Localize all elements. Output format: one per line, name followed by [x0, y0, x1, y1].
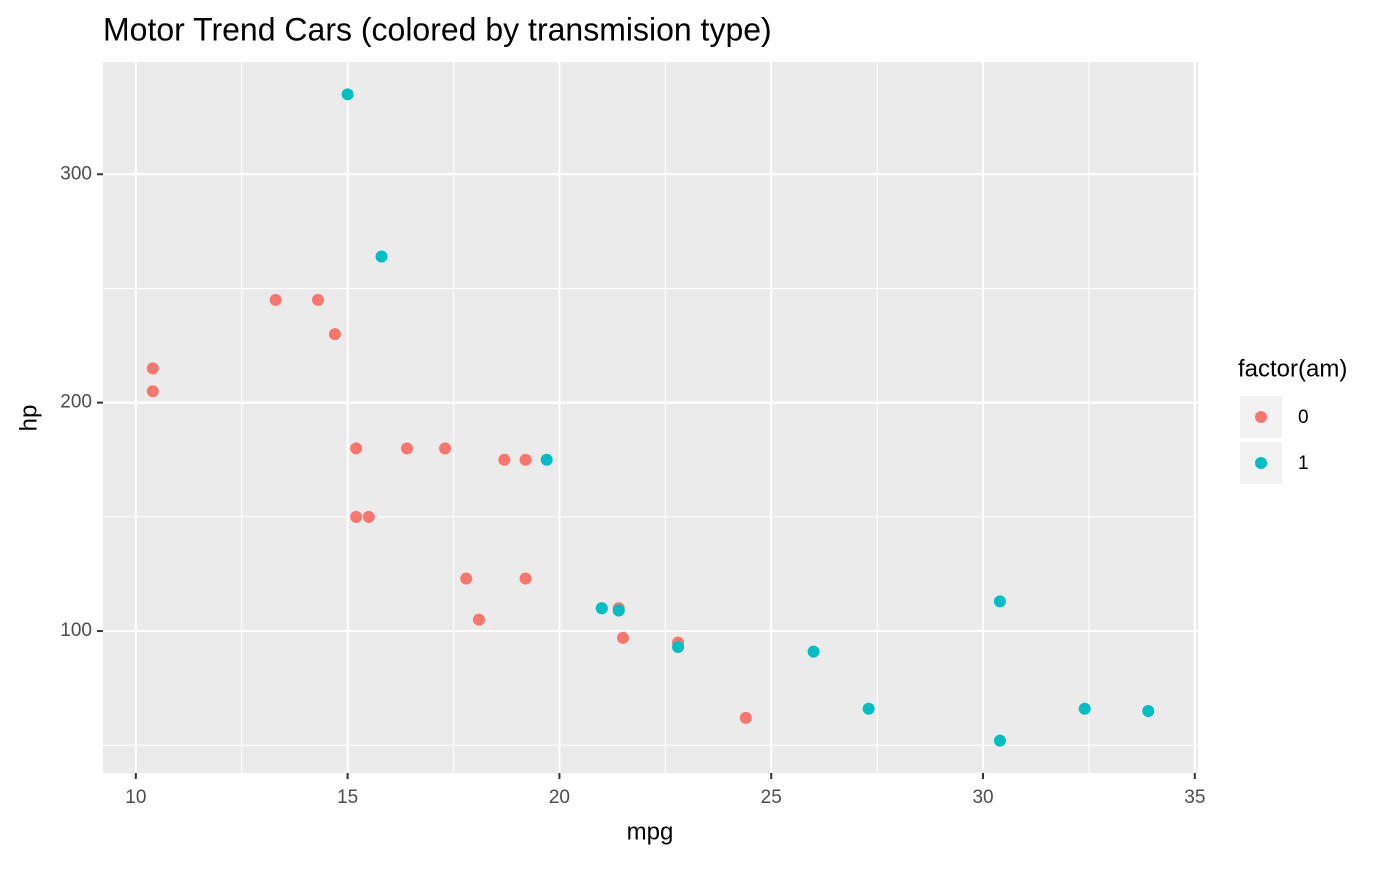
point: [472, 613, 485, 626]
legend-label: 0: [1298, 407, 1309, 428]
legend-label: 1: [1298, 453, 1309, 474]
y-axis-title: hp: [15, 405, 42, 432]
y-tick-label: 200: [60, 392, 92, 413]
point: [807, 645, 820, 658]
x-axis-title: mpg: [627, 818, 674, 845]
point: [862, 702, 875, 715]
point: [400, 442, 413, 455]
point: [341, 88, 354, 101]
point: [612, 604, 625, 617]
point: [350, 510, 363, 523]
point: [993, 595, 1006, 608]
point: [519, 453, 532, 466]
point: [328, 328, 341, 341]
point: [739, 711, 752, 724]
x-tick-label: 15: [337, 787, 358, 808]
point: [350, 442, 363, 455]
x-tick-label: 30: [972, 787, 993, 808]
legend-title: factor(am): [1238, 355, 1347, 382]
point: [672, 641, 685, 654]
point: [460, 572, 473, 585]
point: [595, 602, 608, 615]
point: [498, 453, 511, 466]
point: [1142, 704, 1155, 717]
x-tick-label: 25: [761, 787, 782, 808]
point: [993, 734, 1006, 747]
point: [311, 293, 324, 306]
legend-swatch: [1255, 457, 1267, 469]
x-tick-label: 10: [125, 787, 146, 808]
point: [519, 572, 532, 585]
x-tick-label: 35: [1184, 787, 1205, 808]
y-tick-label: 300: [60, 163, 92, 184]
point: [362, 510, 375, 523]
legend-swatch: [1255, 411, 1267, 423]
point: [540, 453, 553, 466]
panel: [103, 62, 1198, 773]
point: [439, 442, 452, 455]
point: [1078, 702, 1091, 715]
x-tick-label: 20: [549, 787, 570, 808]
y-tick-label: 100: [60, 620, 92, 641]
point: [146, 385, 159, 398]
chart-title: Motor Trend Cars (colored by transmision…: [103, 11, 772, 47]
point: [146, 362, 159, 375]
point: [269, 293, 282, 306]
point: [375, 250, 388, 263]
point: [616, 631, 629, 644]
